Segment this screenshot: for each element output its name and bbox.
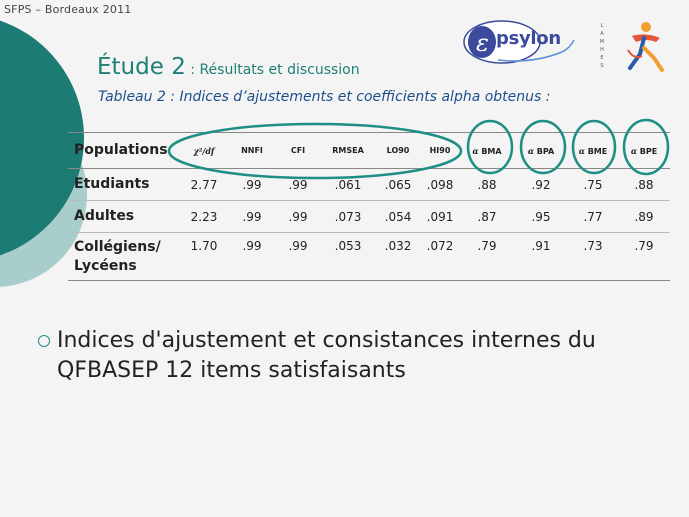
header-hi90: HI90 (429, 146, 451, 155)
row-population: Etudiants (74, 176, 150, 192)
cell-rmsea: .053 (334, 239, 362, 253)
cell-bpa: .91 (531, 239, 551, 253)
cell-bpa: .92 (531, 177, 551, 192)
table-header-row: Populations χ²/df NNFI CFI RMSEA LO90 HI… (68, 132, 670, 169)
cell-chi2: 1.70 (190, 239, 218, 253)
lab-letter: L (600, 23, 604, 29)
lab-logo-letters: L A M H E S (597, 22, 607, 74)
cell-chi2: 2.23 (190, 209, 218, 224)
bullet-line: Indices d'ajustement et consistances int… (57, 328, 596, 353)
cell-lo90: .054 (384, 209, 412, 224)
header-alpha-bpe: α BPE (630, 145, 658, 156)
lab-letter: H (600, 47, 604, 53)
table-row: Etudiants 2.77 .99 .99 .061 .065 .098 .8… (68, 169, 670, 201)
page-title: Étude 2 : Résultats et discussion (97, 54, 360, 80)
cell-hi90: .098 (426, 177, 454, 192)
lab-letter: M (599, 39, 605, 45)
table-caption: Tableau 2 : Indices d’ajustements et coe… (98, 89, 551, 105)
cell-bma: .88 (477, 177, 497, 192)
header-chi2-df: χ²/df (193, 145, 215, 156)
population-line: Collégiens/ (74, 238, 161, 255)
lab-letter: E (600, 55, 604, 61)
row-population: Adultes (74, 208, 135, 224)
event-header: SFPS – Bordeaux 2011 (4, 3, 132, 16)
table-row: Collégiens/Lycéens 1.70 .99 .99 .053 .03… (68, 233, 670, 281)
cell-rmsea: .073 (334, 209, 362, 224)
svg-text:ε: ε (476, 29, 489, 57)
cell-bme: .75 (583, 177, 603, 192)
table-row: Adultes 2.23 .99 .99 .073 .054 .091 .87 … (68, 201, 670, 233)
header-alpha-bme: α BME (578, 145, 608, 156)
cell-bpa: .95 (531, 209, 551, 224)
epsylon-logo: ε psylon (462, 20, 576, 66)
results-table: Populations χ²/df NNFI CFI RMSEA LO90 HI… (68, 132, 670, 281)
cell-rmsea: .061 (334, 177, 362, 192)
cell-nnfi: .99 (242, 209, 262, 224)
cell-bpe: .88 (634, 177, 654, 192)
bullet-line: QFBASEP 12 items satisfaisants (57, 358, 406, 383)
header-lo90: LO90 (386, 146, 410, 155)
title-sub: : Résultats et discussion (185, 62, 360, 78)
conclusion-bullet: Indices d'ajustement et consistances int… (38, 326, 660, 386)
cell-cfi: .99 (288, 209, 308, 224)
header-rmsea: RMSEA (332, 146, 364, 155)
cell-bma: .79 (477, 239, 497, 253)
cell-hi90: .091 (426, 209, 454, 224)
cell-nnfi: .99 (242, 177, 262, 192)
header-nnfi: NNFI (241, 146, 263, 155)
header-cfi: CFI (290, 146, 306, 155)
cell-cfi: .99 (288, 177, 308, 192)
cell-lo90: .065 (384, 177, 412, 192)
title-main: Étude 2 (97, 54, 186, 80)
athlete-logo-icon (627, 22, 664, 72)
cell-bma: .87 (477, 209, 497, 224)
cell-hi90: .072 (426, 239, 454, 253)
header-populations: Populations (74, 142, 168, 158)
cell-bme: .73 (583, 239, 603, 253)
header-alpha-bma: α BMA (472, 145, 502, 156)
decor-circle-dark (0, 20, 84, 256)
header-alpha-bpa: α BPA (527, 145, 555, 156)
cell-bpe: .89 (634, 209, 654, 224)
lab-letter: A (600, 31, 604, 37)
cell-bme: .77 (583, 209, 603, 224)
cell-chi2: 2.77 (190, 177, 218, 192)
cell-lo90: .032 (384, 239, 412, 253)
bullet-circle-icon (38, 335, 50, 347)
epsylon-wordmark: psylon (496, 28, 561, 49)
cell-bpe: .79 (634, 239, 654, 253)
cell-cfi: .99 (288, 239, 308, 253)
row-population: Collégiens/Lycéens (68, 233, 180, 281)
cell-nnfi: .99 (242, 239, 262, 253)
lab-letter: S (600, 63, 604, 69)
population-line: Lycéens (74, 257, 137, 274)
